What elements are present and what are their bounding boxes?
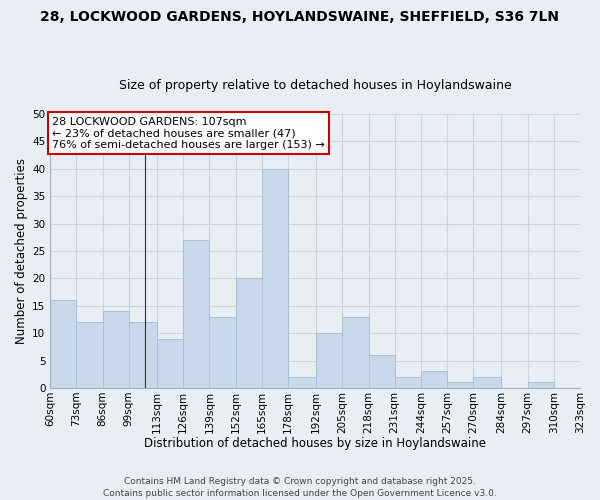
Text: 28 LOCKWOOD GARDENS: 107sqm
← 23% of detached houses are smaller (47)
76% of sem: 28 LOCKWOOD GARDENS: 107sqm ← 23% of det… (52, 116, 325, 150)
Bar (129, 322, 157, 388)
Bar (527, 382, 554, 388)
Title: Size of property relative to detached houses in Hoylandswaine: Size of property relative to detached ho… (119, 79, 512, 92)
X-axis label: Distribution of detached houses by size in Hoylandswaine: Distribution of detached houses by size … (144, 437, 486, 450)
Text: Contains HM Land Registry data © Crown copyright and database right 2025.
Contai: Contains HM Land Registry data © Crown c… (103, 476, 497, 498)
Bar (157, 338, 183, 388)
Bar (395, 377, 421, 388)
Bar (368, 355, 395, 388)
Bar (421, 372, 447, 388)
Bar (262, 169, 288, 388)
Bar (103, 311, 129, 388)
Bar (209, 316, 236, 388)
Bar (183, 240, 209, 388)
Bar (50, 300, 76, 388)
Bar (343, 316, 368, 388)
Y-axis label: Number of detached properties: Number of detached properties (15, 158, 28, 344)
Bar (236, 278, 262, 388)
Bar (316, 333, 343, 388)
Bar (76, 322, 103, 388)
Bar (473, 377, 502, 388)
Bar (447, 382, 473, 388)
Text: 28, LOCKWOOD GARDENS, HOYLANDSWAINE, SHEFFIELD, S36 7LN: 28, LOCKWOOD GARDENS, HOYLANDSWAINE, SHE… (41, 10, 560, 24)
Bar (288, 377, 316, 388)
